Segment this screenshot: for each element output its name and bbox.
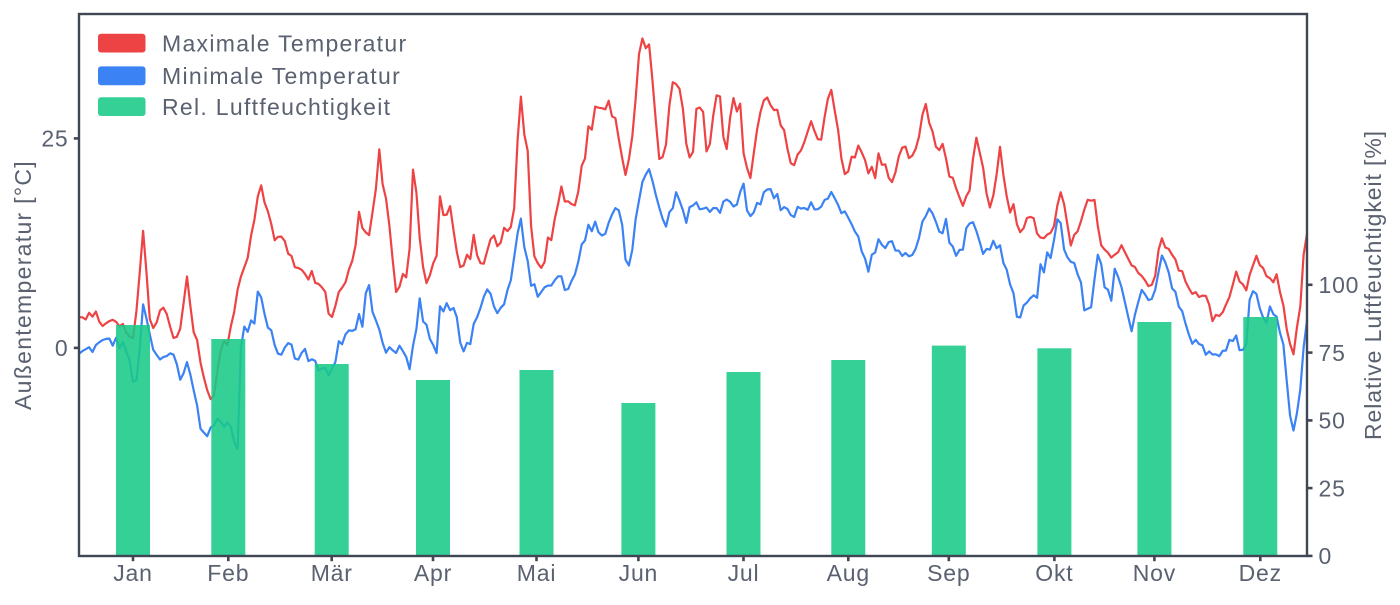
svg-text:Mär: Mär — [311, 560, 353, 586]
svg-text:Minimale Temperatur: Minimale Temperatur — [162, 63, 401, 89]
svg-text:0: 0 — [55, 335, 69, 361]
svg-text:100: 100 — [1319, 272, 1360, 298]
svg-text:Jun: Jun — [619, 560, 658, 586]
svg-text:Sep: Sep — [927, 560, 970, 586]
svg-text:Dez: Dez — [1239, 560, 1282, 586]
svg-text:Rel. Luftfeuchtigkeit: Rel. Luftfeuchtigkeit — [162, 94, 391, 120]
svg-text:Mai: Mai — [517, 560, 556, 586]
svg-text:Okt: Okt — [1035, 560, 1073, 586]
svg-text:Jul: Jul — [728, 560, 760, 586]
svg-text:25: 25 — [1319, 475, 1346, 501]
svg-text:Nov: Nov — [1133, 560, 1176, 586]
svg-text:Relative Luftfeuchtigkeit [%]: Relative Luftfeuchtigkeit [%] — [1360, 130, 1386, 440]
svg-text:Jan: Jan — [113, 560, 152, 586]
svg-text:50: 50 — [1319, 408, 1346, 434]
svg-text:25: 25 — [41, 126, 68, 152]
svg-text:75: 75 — [1319, 340, 1346, 366]
svg-text:Apr: Apr — [414, 560, 452, 586]
svg-text:Feb: Feb — [207, 560, 249, 586]
svg-text:0: 0 — [1319, 543, 1333, 569]
svg-text:Maximale Temperatur: Maximale Temperatur — [162, 30, 407, 56]
svg-text:Aug: Aug — [827, 560, 870, 586]
svg-text:Außentemperatur [°C]: Außentemperatur [°C] — [10, 160, 36, 410]
